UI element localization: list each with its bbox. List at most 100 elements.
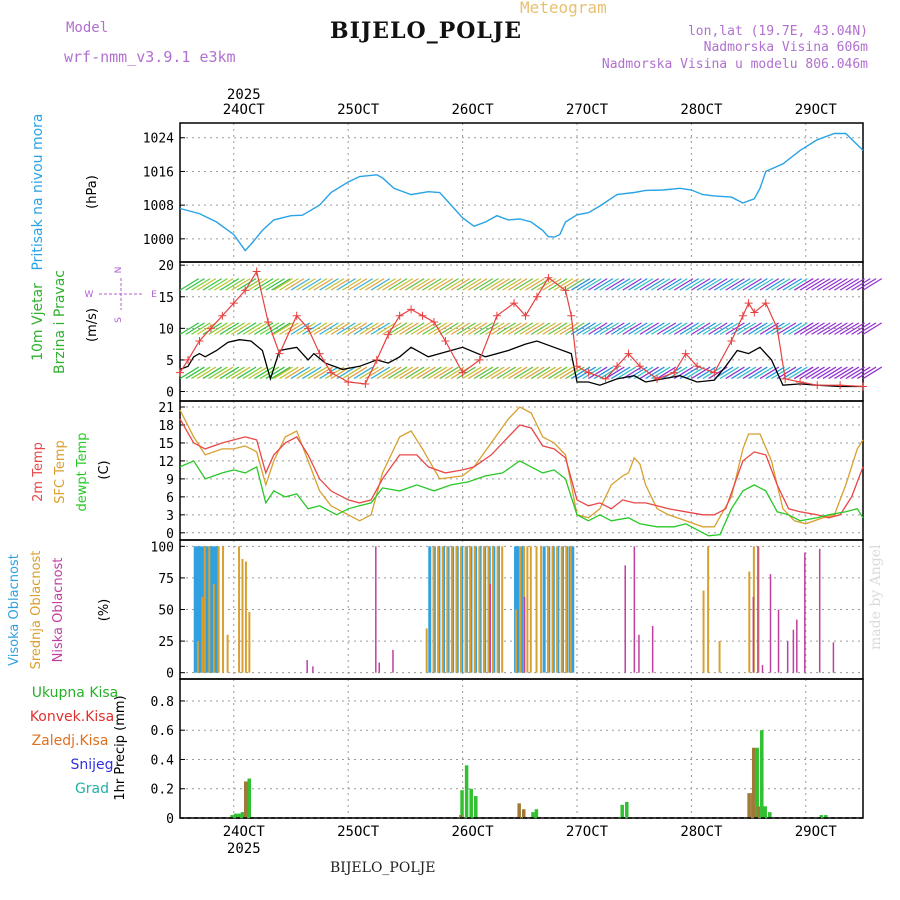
temp-axis-label: dewpt Temp	[75, 432, 90, 511]
precip-total-bar	[240, 812, 245, 818]
wind-arrow	[656, 278, 677, 291]
wind-arrow	[445, 322, 465, 335]
wind-arrow	[219, 322, 240, 335]
y-tick-label: 0.8	[151, 695, 174, 710]
precip-total-bar	[531, 812, 535, 818]
wind-arrow	[347, 278, 368, 291]
wind-arrow	[259, 322, 280, 335]
panel-frame	[179, 678, 864, 819]
cloud-low-bar	[651, 625, 654, 673]
gust-marker	[372, 355, 381, 364]
wind-arrow	[336, 366, 356, 380]
wind-arrow	[462, 322, 482, 335]
wind-arrow	[565, 278, 585, 291]
wind-arrow	[254, 366, 274, 380]
wind-arrow	[536, 322, 557, 335]
precip-legend-label: Grad	[75, 781, 109, 797]
wind-arrow	[645, 278, 665, 291]
wind-arrow	[639, 322, 659, 335]
wind-arrow	[196, 322, 217, 335]
wind-arrow	[302, 278, 322, 291]
wind-arrow	[834, 366, 854, 380]
cloud-mid-bar	[217, 546, 220, 673]
gust-marker	[195, 336, 204, 345]
cloud-mid-bar	[441, 546, 444, 673]
precip-total-bar	[237, 813, 241, 818]
cloud-mid-bar	[478, 546, 481, 673]
wind-arrow	[805, 366, 825, 380]
y-tick-label: 0	[166, 667, 174, 682]
precip-total-bar	[760, 730, 764, 818]
gust-marker	[521, 311, 530, 320]
wind-arrow	[588, 366, 608, 380]
bottom-day-label: 26OCT	[452, 824, 495, 840]
cloud-mid-bar	[464, 546, 467, 673]
bottom-day-label: 28OCT	[680, 824, 723, 840]
temp-axis-label: 2m Temp	[31, 442, 46, 502]
cloud-low-bar	[792, 629, 795, 673]
cloud-low-bar	[769, 574, 772, 673]
cloud-mid-bar	[460, 546, 463, 673]
bottom-day-label: 29OCT	[795, 824, 838, 840]
wind-arrow	[405, 322, 425, 335]
y-tick-label: 75	[158, 572, 174, 587]
wind-arrow	[605, 366, 625, 380]
wind-arrow	[359, 322, 379, 335]
top-day-label: 24OCT	[223, 102, 266, 118]
wind-arrow	[862, 278, 883, 291]
wind-arrow	[828, 322, 848, 335]
wind-arrow	[828, 366, 848, 380]
wind-arrow	[610, 322, 631, 335]
bottom-day-label: 27OCT	[566, 824, 609, 840]
wind-arrow	[656, 322, 677, 335]
wind-arrow	[570, 366, 591, 380]
wind-arrow	[265, 366, 285, 380]
wind-arrow	[185, 322, 205, 335]
wind-arrow	[839, 366, 860, 380]
gust-marker	[264, 318, 273, 327]
wind-arrow	[748, 366, 768, 380]
wind-arrow	[462, 278, 482, 291]
wind-arrow	[725, 322, 745, 335]
precip-legend-label: Snijeg	[70, 757, 113, 773]
wind-arrow	[422, 366, 442, 380]
panel-frame	[179, 400, 864, 541]
wind-arrow	[208, 278, 228, 291]
wind-arrow	[399, 322, 419, 335]
wind-arrow	[754, 322, 774, 335]
wind-arrow	[179, 322, 200, 335]
wind-arrow	[588, 278, 608, 291]
cloud-mid-bar	[469, 546, 472, 673]
gust-marker	[836, 381, 845, 390]
wind-arrow	[290, 278, 311, 291]
wind-arrow	[271, 322, 291, 335]
wind-arrow	[593, 366, 614, 380]
wind-arrow	[387, 278, 408, 291]
wind-arrow	[450, 322, 471, 335]
wind-arrow	[679, 278, 700, 291]
wind-arrow	[599, 278, 619, 291]
wind-arrow	[719, 278, 740, 291]
precip-total-bar	[464, 765, 469, 818]
gust-marker	[532, 292, 541, 301]
cloud-low-bar	[392, 649, 394, 673]
wind-arrow	[202, 278, 222, 291]
wind-arrow	[416, 278, 436, 291]
wind-arrow	[570, 322, 591, 335]
gust-marker	[727, 336, 736, 345]
cloud-mid-bar	[560, 546, 563, 673]
cloud-mid-bar	[535, 546, 538, 673]
wind-arrow	[845, 366, 865, 380]
gust-marker	[510, 299, 519, 308]
wind-arrow	[410, 322, 431, 335]
wind-arrow	[542, 366, 562, 380]
wind-arrow	[765, 366, 785, 380]
wind-arrow	[719, 366, 740, 380]
wind-arrow	[851, 366, 871, 380]
wind-arrow	[771, 278, 791, 291]
bottom-day-label: 24OCT	[223, 824, 266, 840]
wind-arrow	[513, 366, 534, 380]
wind-arrow	[691, 366, 711, 380]
gust-marker	[624, 349, 633, 358]
wind-arrow	[214, 322, 234, 335]
